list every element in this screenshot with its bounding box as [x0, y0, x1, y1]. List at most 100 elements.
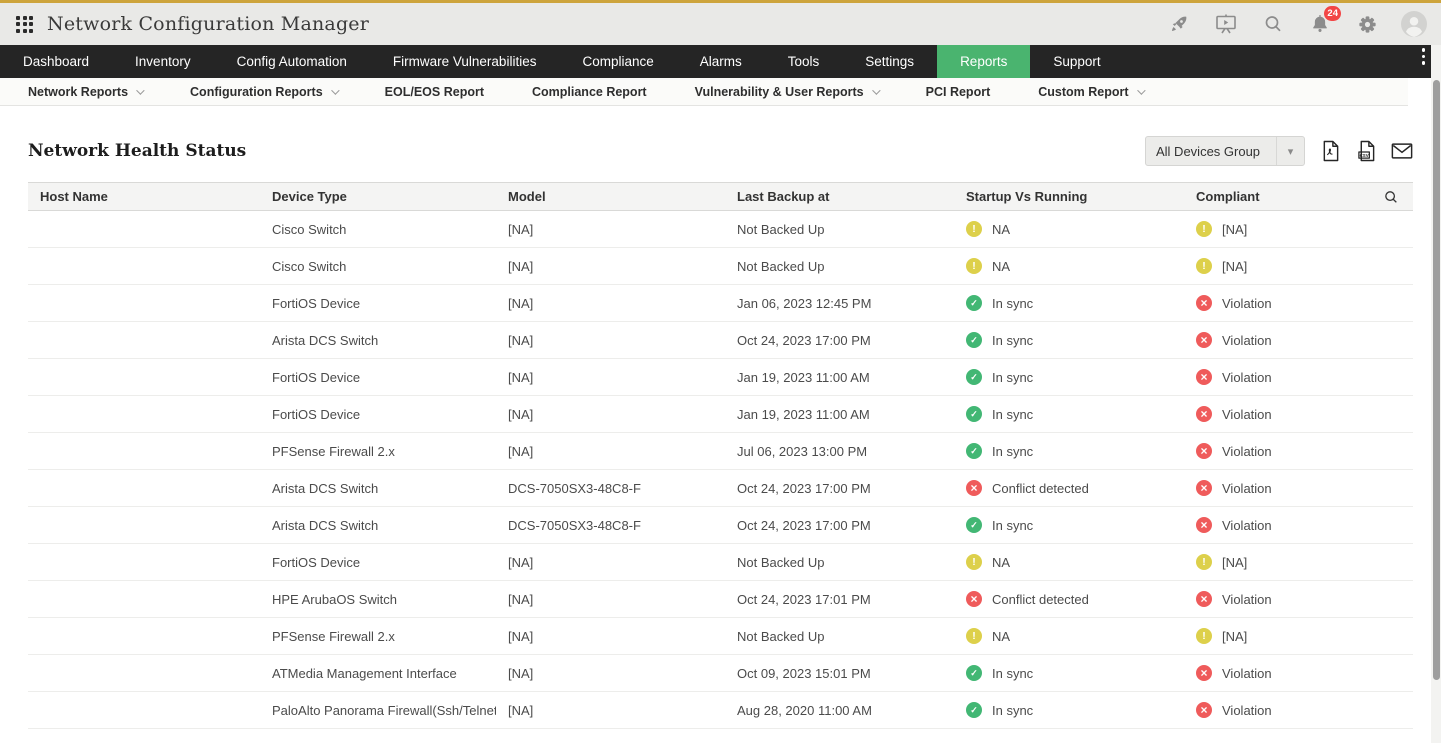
- gear-icon[interactable]: [1354, 11, 1380, 37]
- table-row[interactable]: FortiOS Device [NA] Jan 06, 2023 12:45 P…: [28, 285, 1413, 322]
- startup-vs-running-cell: NA: [954, 554, 1184, 570]
- reports-subnav: Network Reports Configuration Reports EO…: [0, 78, 1408, 106]
- compliance-status-icon: [1196, 554, 1212, 570]
- column-header[interactable]: Last Backup at: [725, 183, 954, 210]
- table-row[interactable]: FortiOS Device [NA] Jan 19, 2023 11:00 A…: [28, 359, 1413, 396]
- compliant-cell: [NA]: [1184, 258, 1353, 274]
- search-icon[interactable]: [1260, 11, 1286, 37]
- model-cell: [NA]: [508, 332, 534, 348]
- compliance-status-icon: [1196, 258, 1212, 274]
- table-row[interactable]: Cisco Switch [NA] Not Backed Up NA [NA]: [28, 248, 1413, 285]
- table-row[interactable]: PFSense Firewall 2.x [NA] Jul 06, 2023 1…: [28, 433, 1413, 470]
- sync-status-label: In sync: [992, 295, 1034, 311]
- table-row[interactable]: ATMedia Management Interface [NA] Oct 09…: [28, 655, 1413, 692]
- table-search-icon[interactable]: [1383, 189, 1413, 205]
- compliance-status-label: [NA]: [1222, 628, 1248, 644]
- compliance-status-label: Violation: [1222, 665, 1272, 681]
- compliance-status-label: Violation: [1222, 443, 1272, 459]
- subnav-item[interactable]: Custom Report: [1014, 85, 1166, 99]
- startup-vs-running-cell: In sync: [954, 443, 1184, 459]
- sync-status-label: In sync: [992, 332, 1034, 348]
- device-type-cell: PaloAlto Panorama Firewall(Ssh/Telnet): [272, 702, 496, 718]
- table-row[interactable]: PFSense Firewall 2.x [NA] Not Backed Up …: [28, 618, 1413, 655]
- report-header: Network Health Status All Devices Group …: [28, 134, 1413, 168]
- sync-status-icon: [966, 628, 982, 644]
- column-header[interactable]: Startup Vs Running: [954, 183, 1184, 210]
- table-row[interactable]: Arista DCS Switch DCS-7050SX3-48C8-F Oct…: [28, 507, 1413, 544]
- vertical-scrollbar[interactable]: [1431, 45, 1441, 743]
- subnav-item-label: Custom Report: [1038, 84, 1129, 99]
- scrollbar-thumb[interactable]: [1432, 80, 1440, 680]
- nav-tab[interactable]: Dashboard: [0, 45, 112, 78]
- model-cell: [NA]: [508, 554, 534, 570]
- subnav-item[interactable]: Compliance Report: [508, 85, 671, 99]
- sync-status-icon: [966, 258, 982, 274]
- device-group-select[interactable]: All Devices Group ▾: [1145, 136, 1305, 166]
- subnav-item[interactable]: EOL/EOS Report: [361, 85, 508, 99]
- last-backup-cell: Jan 19, 2023 11:00 AM: [737, 369, 870, 385]
- column-header[interactable]: Compliant: [1184, 183, 1353, 210]
- presentation-icon[interactable]: [1213, 11, 1239, 37]
- table-row[interactable]: FortiOS Device [NA] Jan 19, 2023 11:00 A…: [28, 396, 1413, 433]
- startup-vs-running-cell: In sync: [954, 702, 1184, 718]
- nav-tab[interactable]: Firmware Vulnerabilities: [370, 45, 560, 78]
- email-icon[interactable]: [1391, 139, 1413, 163]
- chevron-down-icon: ▾: [1276, 137, 1304, 165]
- export-csv-icon[interactable]: CSV: [1355, 139, 1377, 163]
- model-cell: [NA]: [508, 628, 534, 644]
- compliant-cell: Violation: [1184, 591, 1353, 607]
- table-row[interactable]: Cisco Switch [NA] Not Backed Up NA [NA]: [28, 211, 1413, 248]
- compliant-cell: Violation: [1184, 665, 1353, 681]
- rocket-icon[interactable]: [1166, 11, 1192, 37]
- app-title: Network Configuration Manager: [47, 13, 370, 35]
- nav-tab[interactable]: Compliance: [559, 45, 676, 78]
- table-row[interactable]: FortiOS Device [NA] Not Backed Up NA [NA…: [28, 544, 1413, 581]
- device-type-cell: PFSense Firewall 2.x: [272, 443, 395, 459]
- nav-tab[interactable]: Reports: [937, 45, 1031, 78]
- compliance-status-icon: [1196, 628, 1212, 644]
- compliance-status-icon: [1196, 369, 1212, 385]
- compliant-cell: Violation: [1184, 295, 1353, 311]
- device-type-cell: Arista DCS Switch: [272, 517, 379, 533]
- sync-status-icon: [966, 406, 982, 422]
- model-cell: [NA]: [508, 443, 534, 459]
- model-cell: DCS-7050SX3-48C8-F: [508, 480, 641, 496]
- subnav-item[interactable]: Vulnerability & User Reports: [671, 85, 902, 99]
- column-header-label: Host Name: [40, 189, 108, 204]
- subnav-item[interactable]: Network Reports: [4, 85, 166, 99]
- nav-tab[interactable]: Support: [1030, 45, 1123, 78]
- compliance-status-icon: [1196, 443, 1212, 459]
- column-header[interactable]: Model: [496, 183, 725, 210]
- compliance-status-label: [NA]: [1222, 221, 1248, 237]
- compliance-status-icon: [1196, 591, 1212, 607]
- table-row[interactable]: PaloAlto Panorama Firewall(Ssh/Telnet) […: [28, 692, 1413, 729]
- main-nav: Dashboard Inventory Config Automation Fi…: [0, 45, 1441, 78]
- header-actions: 24: [1166, 5, 1427, 37]
- column-header[interactable]: Device Type: [260, 183, 496, 210]
- user-avatar[interactable]: [1401, 11, 1427, 37]
- compliance-status-icon: [1196, 221, 1212, 237]
- table-row[interactable]: Arista DCS Switch [NA] Oct 24, 2023 17:0…: [28, 322, 1413, 359]
- nav-overflow-menu-icon[interactable]: [1410, 48, 1438, 65]
- table-row[interactable]: HPE ArubaOS Switch [NA] Oct 24, 2023 17:…: [28, 581, 1413, 618]
- column-header[interactable]: Host Name: [28, 183, 260, 210]
- nav-tab[interactable]: Alarms: [677, 45, 765, 78]
- nav-tab[interactable]: Tools: [765, 45, 843, 78]
- sync-status-label: Conflict detected: [992, 591, 1089, 607]
- nav-tab[interactable]: Inventory: [112, 45, 214, 78]
- model-cell: [NA]: [508, 702, 534, 718]
- nav-tab[interactable]: Config Automation: [214, 45, 370, 78]
- notifications-bell-icon[interactable]: 24: [1307, 5, 1342, 37]
- app-launcher-grid-icon[interactable]: [16, 15, 33, 33]
- sync-status-label: NA: [992, 554, 1011, 570]
- last-backup-cell: Not Backed Up: [737, 628, 825, 644]
- sync-status-label: NA: [992, 628, 1011, 644]
- export-pdf-icon[interactable]: [1319, 139, 1341, 163]
- nav-tab[interactable]: Settings: [842, 45, 937, 78]
- sync-status-icon: [966, 665, 982, 681]
- subnav-item[interactable]: PCI Report: [902, 85, 1015, 99]
- compliance-status-icon: [1196, 480, 1212, 496]
- device-type-cell: Cisco Switch: [272, 221, 347, 237]
- table-row[interactable]: Arista DCS Switch DCS-7050SX3-48C8-F Oct…: [28, 470, 1413, 507]
- subnav-item[interactable]: Configuration Reports: [166, 85, 361, 99]
